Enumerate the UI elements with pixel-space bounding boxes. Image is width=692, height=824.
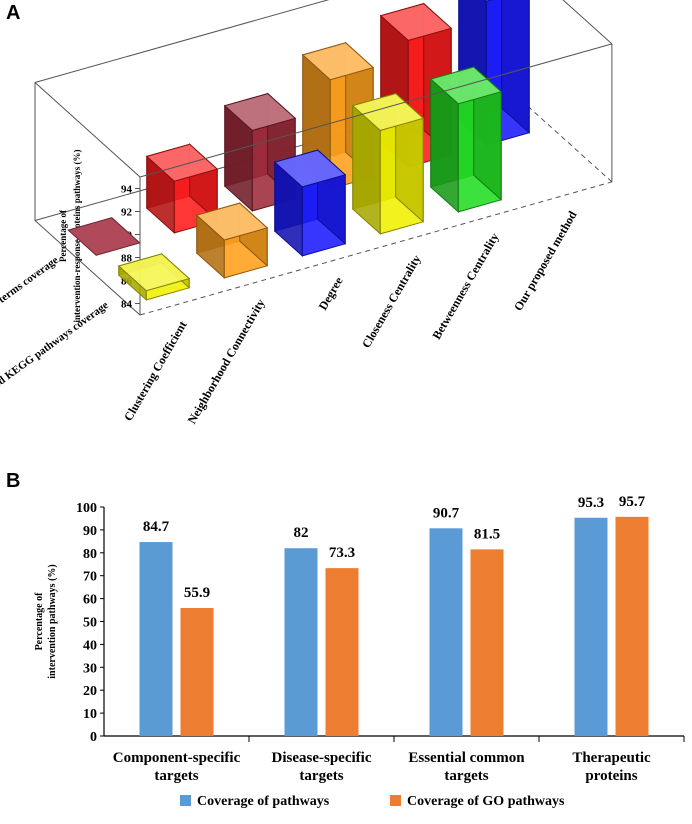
category-label: Neighborhood Connectivity [185, 297, 268, 427]
pathways-bar [574, 517, 608, 736]
box-edge-top-left [34, 82, 141, 178]
category-label: Degree [316, 274, 346, 313]
category-label-line1: Disease-specific [272, 750, 372, 766]
category-label-line1: Component-specific [113, 750, 241, 766]
go-pathways-bar [180, 607, 214, 736]
row-label: Enriched GO terms coverage [0, 254, 61, 344]
y-tick-label: 80 [83, 547, 97, 562]
y-tick-label: 60 [83, 593, 97, 608]
kegg-tile [67, 217, 141, 256]
panel-a-label: A [6, 2, 21, 24]
category-label-line2: proteins [585, 768, 637, 784]
y-axis-title-line2: intervention pathways (%) [47, 564, 58, 678]
box-edge-top-right [562, 0, 613, 45]
go-bar [351, 92, 425, 236]
panel-b-label: B [6, 470, 21, 492]
y-tick-label: 90 [83, 524, 97, 539]
row-label: Enriched KEGG pathways coverage [0, 299, 111, 409]
chart-b-legend: Coverage of pathways Coverage of GO pathw… [180, 794, 565, 809]
chart-a-bars [67, 0, 530, 302]
y-tick-label: 92 [121, 207, 133, 219]
category-label-line2: targets [154, 768, 198, 784]
chart-b-bars [139, 516, 649, 736]
y-tick-label: 20 [83, 684, 97, 699]
go-bar [429, 65, 503, 214]
category-label: Closeness Centrality [359, 253, 424, 351]
category-label-line1: Therapeutic [572, 750, 651, 766]
chart-a-front-box [34, 0, 613, 182]
bar-top-face [484, 0, 493, 2]
data-label: 73.3 [329, 545, 355, 561]
y-axis-title-line1: Percentage of [58, 209, 68, 262]
go-pathways-bar [325, 568, 359, 736]
kegg-bar [301, 41, 375, 191]
bar-top-face [145, 143, 219, 182]
y-tick-label: 10 [83, 707, 97, 722]
legend-swatch [180, 795, 191, 806]
go-bar [117, 252, 191, 302]
pathways-bar [139, 542, 173, 736]
go-pathways-bar [615, 516, 649, 736]
data-label: 81.5 [474, 526, 500, 542]
category-label-line1: Essential common [408, 750, 525, 766]
bar-top-face [223, 93, 297, 131]
y-tick-label: 94 [121, 184, 133, 196]
category-label-line2: targets [299, 768, 343, 784]
category-label-line2: targets [444, 768, 488, 784]
chart-b: 0 10 20 30 40 50 60 70 80 90 100 Percentage of inter… [34, 494, 685, 809]
data-label: 55.9 [184, 585, 210, 601]
go-bar [273, 148, 347, 258]
kegg-bar [145, 143, 219, 235]
category-label: Betweenness Centrality [429, 231, 501, 342]
go-bar [195, 201, 269, 280]
box-edge-floor-front [139, 181, 613, 316]
bar-top-face [379, 3, 453, 41]
chart-b-axes: 0 10 20 30 40 50 60 70 80 90 100 Percentage of inter… [34, 501, 685, 745]
y-tick-label: 88 [121, 253, 133, 265]
bar-top-face [117, 253, 191, 292]
pathways-bar [429, 528, 463, 736]
data-label: 95.3 [578, 495, 604, 511]
chart-a: 848688909294Percentage ofintervention-re… [0, 0, 613, 427]
y-tick-label: 100 [76, 501, 97, 516]
data-label: 82 [294, 525, 309, 541]
y-tick-label: 0 [90, 730, 97, 745]
box-edge-top-front [139, 43, 613, 178]
category-label: Clustering Coefficient [121, 319, 190, 424]
legend-swatch [390, 795, 401, 806]
data-label: 90.7 [433, 505, 460, 521]
data-label: 84.7 [143, 519, 170, 535]
go-pathways-bar [470, 549, 504, 736]
box-edge-floor-left [34, 220, 141, 316]
bar-top-face [273, 149, 347, 188]
legend-label: Coverage of GO pathways [407, 794, 565, 809]
y-tick-label: 30 [83, 661, 97, 676]
y-tick-label: 40 [83, 638, 97, 653]
y-tick-label: 50 [83, 616, 97, 631]
bar-top-face [301, 42, 375, 81]
chart-b-text: 84.7 55.9 Component-specific targets 82 73.3 D… [113, 494, 651, 784]
y-axis-title-line1: Percentage of [34, 592, 45, 651]
bar-right-face [501, 0, 530, 134]
data-label: 95.7 [619, 494, 646, 510]
box-edge-top-back [34, 0, 330, 83]
category-label: Our proposed method [511, 208, 580, 313]
y-tick-label: 70 [83, 570, 97, 585]
bar-top-face [195, 202, 269, 241]
pathways-bar [284, 548, 318, 736]
legend-label: Coverage of pathways [197, 794, 330, 809]
y-tick-label: 84 [121, 299, 133, 311]
